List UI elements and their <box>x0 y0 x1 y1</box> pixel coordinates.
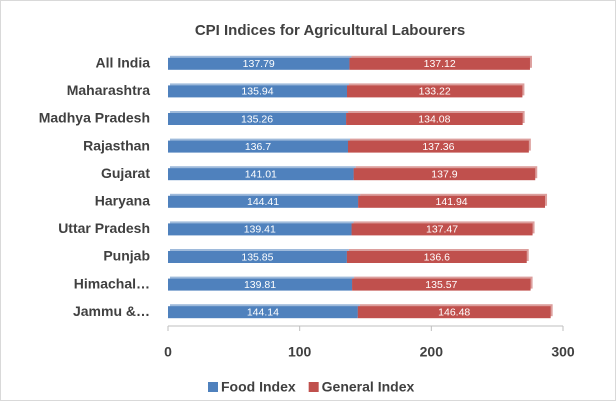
data-label: 136.6 <box>424 251 450 263</box>
data-label: 137.12 <box>424 58 456 70</box>
bar <box>168 85 347 98</box>
data-label: 144.41 <box>247 196 279 208</box>
y-tick-label: Rajasthan <box>83 137 150 153</box>
bar <box>168 278 353 291</box>
y-tick-label: Jammu &… <box>73 303 150 319</box>
data-label: 135.85 <box>241 251 273 263</box>
legend-label: Food Index <box>221 379 296 395</box>
legend-swatch <box>308 382 319 392</box>
bar <box>353 168 536 181</box>
bar <box>358 195 546 208</box>
bar <box>352 278 531 291</box>
bar <box>346 251 527 263</box>
data-label: 137.36 <box>422 141 454 153</box>
y-tick-label: Maharashtra <box>67 82 150 98</box>
bar <box>357 306 551 319</box>
data-label: 144.14 <box>247 306 279 318</box>
bar <box>168 223 352 236</box>
x-tick-label: 300 <box>551 344 575 360</box>
x-tick-label: 200 <box>420 344 444 360</box>
y-tick-label: Himachal… <box>74 275 150 291</box>
bar <box>168 168 354 181</box>
bar <box>346 85 523 98</box>
bar <box>168 113 347 125</box>
bar <box>168 140 348 153</box>
legend-swatch <box>208 382 218 392</box>
data-label: 133.22 <box>419 86 451 98</box>
bar <box>351 223 533 236</box>
legend-label: General Index <box>322 379 415 395</box>
y-tick-label: Haryana <box>95 193 150 209</box>
y-tick-label: Madhya Pradesh <box>39 110 150 126</box>
bar <box>347 140 529 153</box>
data-label: 141.94 <box>436 196 468 208</box>
data-label: 135.94 <box>241 86 273 98</box>
data-label: 139.41 <box>244 224 276 236</box>
data-label: 137.9 <box>431 168 457 180</box>
bar <box>168 195 359 208</box>
bar <box>168 306 358 319</box>
data-label: 139.81 <box>244 279 276 291</box>
y-tick-label: Punjab <box>103 248 150 264</box>
x-tick-label: 100 <box>288 344 312 360</box>
bar <box>346 113 523 125</box>
data-label: 136.7 <box>245 141 271 153</box>
data-label: 135.57 <box>425 279 457 291</box>
bar <box>168 57 350 70</box>
data-label: 134.08 <box>418 113 450 125</box>
x-tick-label: 0 <box>164 344 172 360</box>
data-label: 146.48 <box>438 306 470 318</box>
bar <box>168 251 347 263</box>
y-tick-label: Uttar Pradesh <box>58 220 150 236</box>
data-label: 137.47 <box>426 224 458 236</box>
bar <box>349 57 530 70</box>
y-tick-label: All India <box>96 55 151 71</box>
chart-title: CPI Indices for Agricultural Labourers <box>195 22 465 39</box>
data-label: 137.79 <box>243 58 275 70</box>
data-label: 135.26 <box>241 113 273 125</box>
y-tick-label: Gujarat <box>101 165 150 181</box>
data-label: 141.01 <box>245 168 277 180</box>
